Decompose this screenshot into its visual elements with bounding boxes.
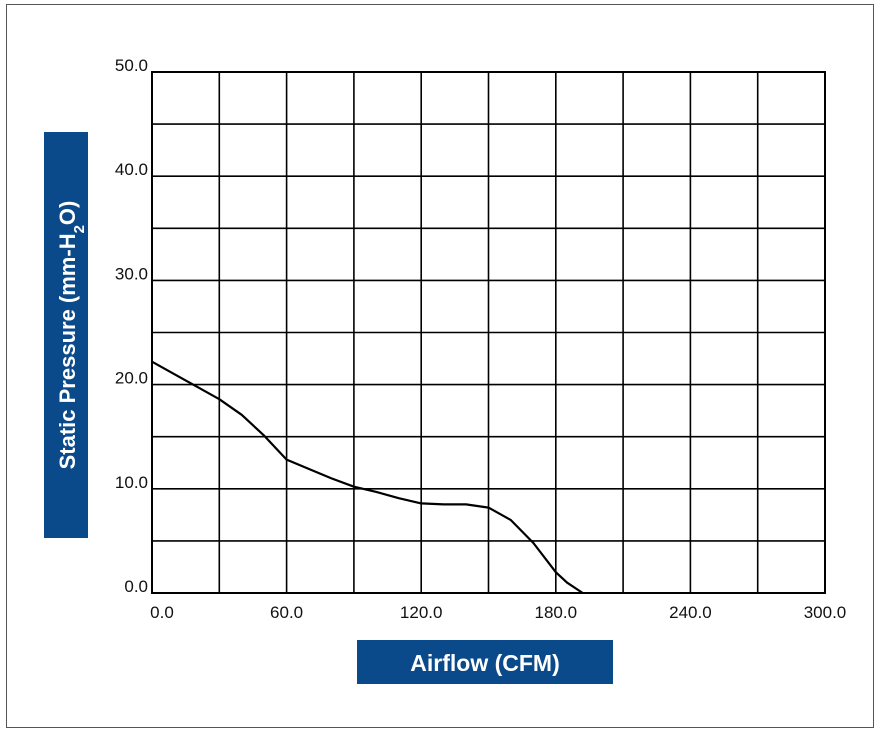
y-tick-label: 40.0 [115, 160, 148, 179]
x-tick-labels: 0.0 60.0 120.0 180.0 240.0 300.0 [150, 603, 846, 622]
x-tick-label: 120.0 [400, 603, 443, 622]
x-axis-label: Airflow (CFM) [410, 650, 559, 676]
y-axis-label-box: Static Pressure (mm-H2O) [44, 132, 88, 538]
y-tick-label: 0.0 [124, 577, 148, 596]
y-axis-label-subscript: 2 [71, 225, 88, 233]
y-tick-label: 10.0 [115, 473, 148, 492]
pressure-airflow-curve [150, 360, 584, 595]
y-axis-label-main: Static Pressure (mm-H [55, 233, 80, 469]
x-tick-label: 240.0 [669, 603, 712, 622]
y-axis-label-background [44, 132, 88, 538]
plot-area-border [151, 71, 826, 594]
y-tick-label: 20.0 [115, 369, 148, 388]
y-axis-label: Static Pressure (mm-H2O) [55, 201, 88, 470]
x-tick-label: 300.0 [804, 603, 847, 622]
y-tick-label: 30.0 [115, 264, 148, 283]
x-axis-label-background [357, 640, 613, 684]
y-tick-label: 50.0 [115, 56, 148, 75]
x-axis-label-box: Airflow (CFM) [357, 640, 613, 684]
x-tick-label: 0.0 [150, 603, 174, 622]
x-tick-label: 60.0 [270, 603, 303, 622]
chart-grid [152, 72, 825, 593]
y-tick-labels: 0.0 10.0 20.0 30.0 40.0 50.0 [115, 56, 148, 596]
y-axis-label-tail: O) [55, 201, 80, 225]
x-tick-label: 180.0 [535, 603, 578, 622]
